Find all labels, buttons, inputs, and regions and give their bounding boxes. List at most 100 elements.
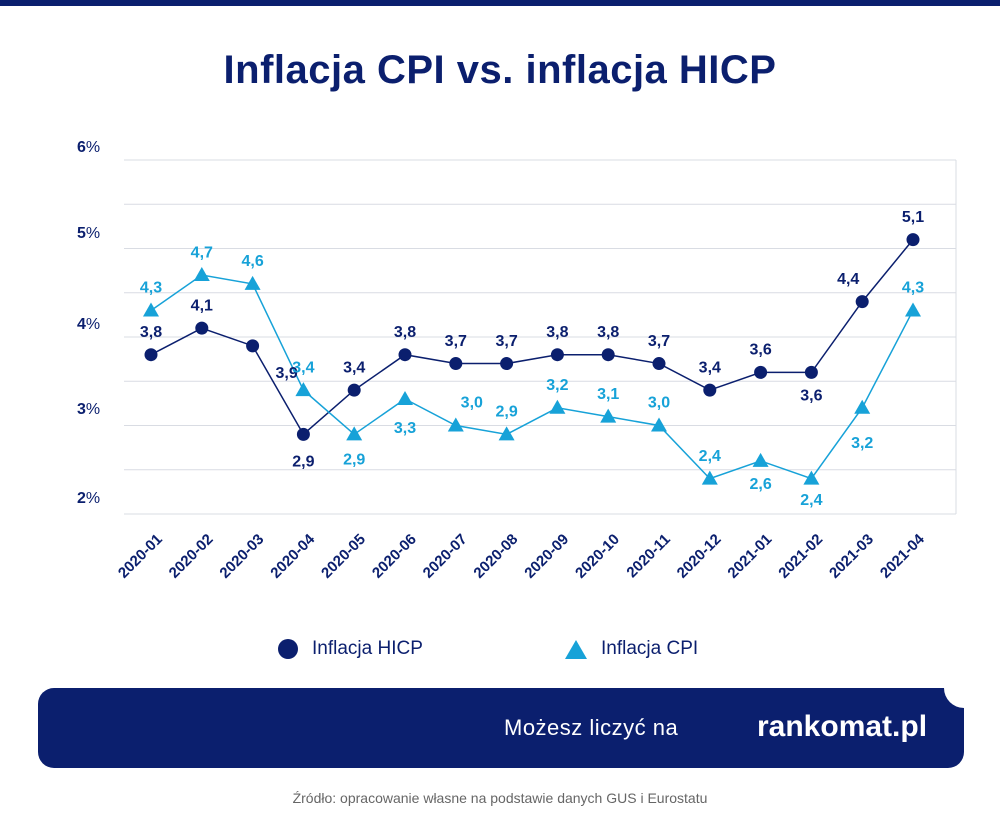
hicp-data-label: 3,4: [699, 359, 721, 376]
cpi-data-label: 4,3: [902, 280, 924, 297]
cpi-data-label: 3,2: [546, 377, 568, 394]
x-tick-label: 2020-11: [623, 531, 673, 581]
hicp-point: [703, 383, 717, 397]
x-tick-label: 2021-04: [877, 530, 928, 581]
legend-label-hicp: Inflacja HICP: [312, 638, 423, 659]
cpi-point: [803, 470, 820, 485]
hicp-data-label: 3,9: [275, 365, 297, 382]
legend-item-cpi: Inflacja CPI: [565, 634, 698, 664]
series-line-hicp: [150, 239, 914, 436]
legend-item-hicp: Inflacja HICP: [278, 634, 423, 664]
cpi-data-label: 3,4: [292, 359, 314, 376]
y-tick-label: 5%: [77, 225, 100, 242]
brand-logo: rankomat.pl: [757, 710, 928, 743]
cpi-data-label: 2,6: [749, 476, 771, 493]
x-tick-label: 2020-09: [521, 531, 572, 582]
line-chart: 6%5%4%3%2%2020-01 2020-02 2020-03 2020-04 20…: [77, 139, 957, 582]
y-tick-label: 6%: [77, 139, 100, 156]
series-line-cpi: [150, 274, 914, 480]
hicp-data-label: 3,7: [648, 333, 670, 350]
hicp-data-label: 4,1: [191, 297, 213, 314]
cpi-point: [498, 426, 515, 441]
cpi-point: [752, 452, 769, 467]
hicp-data-label: 5,1: [902, 209, 924, 226]
hicp-point: [296, 427, 310, 441]
cpi-data-label: 3,2: [851, 435, 873, 452]
cpi-point: [346, 426, 363, 441]
hicp-point: [449, 357, 463, 371]
hicp-point: [601, 348, 615, 362]
y-tick-label: 2%: [77, 490, 100, 507]
footer-banner: [38, 688, 964, 768]
cpi-point: [600, 408, 617, 423]
cpi-point: [701, 470, 718, 485]
hicp-point: [246, 339, 260, 353]
hicp-point: [652, 357, 666, 371]
cpi-data-label: 3,0: [461, 395, 483, 412]
hicp-data-label: 2,9: [292, 454, 314, 471]
cpi-data-label: 2,4: [699, 448, 721, 465]
x-tick-label: 2020-03: [216, 531, 267, 582]
hicp-data-label: 4,4: [837, 271, 859, 288]
y-tick-label: 4%: [77, 316, 100, 333]
x-tick-label: 2021-03: [826, 531, 877, 582]
x-tick-label: 2021-01: [724, 531, 775, 582]
hicp-point: [144, 348, 158, 362]
x-tick-label: 2020-02: [166, 531, 217, 582]
cpi-point: [905, 302, 921, 317]
hicp-data-label: 3,8: [597, 324, 619, 341]
legend: Inflacja HICP Inflacja CPI: [0, 634, 1000, 664]
banner-text: Możesz liczyć na: [504, 715, 679, 740]
x-tick-label: 2020-01: [115, 531, 166, 582]
hicp-point: [550, 348, 564, 362]
x-tick-label: 2020-08: [470, 531, 521, 582]
x-tick-label: 2020-12: [674, 531, 725, 582]
cpi-point: [854, 399, 871, 414]
cpi-point: [651, 417, 667, 432]
hicp-point: [906, 233, 920, 247]
cpi-data-label: 2,9: [343, 452, 365, 469]
legend-label-cpi: Inflacja CPI: [601, 638, 699, 659]
hicp-data-label: 3,6: [800, 388, 822, 405]
cpi-data-label: 4,3: [140, 280, 162, 297]
hicp-point: [347, 383, 361, 397]
cpi-point: [397, 390, 413, 405]
top-accent-bar: [0, 0, 1000, 6]
hicp-point: [398, 348, 412, 362]
hicp-data-label: 3,8: [546, 324, 568, 341]
cpi-data-label: 4,7: [191, 244, 213, 261]
hicp-data-label: 3,4: [343, 359, 365, 376]
cpi-data-label: 3,0: [648, 395, 670, 412]
chart-title: Inflacja CPI vs. inflacja HICP: [223, 48, 777, 92]
source-note: Źródło: opracowanie własne na podstawie …: [292, 790, 708, 806]
cpi-data-label: 3,3: [394, 420, 416, 437]
hicp-data-label: 3,7: [445, 333, 467, 350]
cpi-point: [447, 417, 464, 432]
cpi-point: [193, 267, 210, 282]
x-tick-label: 2020-05: [318, 531, 369, 582]
hicp-point: [195, 321, 209, 335]
cpi-data-label: 4,6: [241, 253, 263, 270]
hicp-point: [804, 365, 818, 379]
x-tick-label: 2020-10: [572, 531, 623, 582]
cpi-point: [295, 382, 312, 397]
hicp-data-label: 3,7: [495, 333, 517, 350]
cpi-data-label: 2,4: [800, 492, 822, 509]
hicp-point: [855, 295, 869, 309]
y-tick-label: 3%: [77, 401, 100, 418]
x-tick-label: 2020-04: [267, 530, 318, 581]
hicp-data-label: 3,6: [749, 342, 771, 359]
x-tick-label: 2020-06: [369, 531, 420, 582]
cpi-data-label: 2,9: [495, 404, 517, 421]
hicp-data-label: 3,8: [394, 324, 416, 341]
x-tick-label: 2020-07: [420, 531, 471, 582]
x-tick-label: 2021-02: [775, 531, 826, 582]
hicp-point: [754, 365, 768, 379]
hicp-point: [500, 357, 514, 371]
cpi-point: [549, 399, 566, 414]
legend-circle-icon: [278, 639, 298, 659]
hicp-data-label: 3,8: [140, 324, 162, 341]
cpi-point: [143, 302, 159, 317]
cpi-point: [244, 275, 261, 290]
cpi-data-label: 3,1: [597, 386, 619, 403]
